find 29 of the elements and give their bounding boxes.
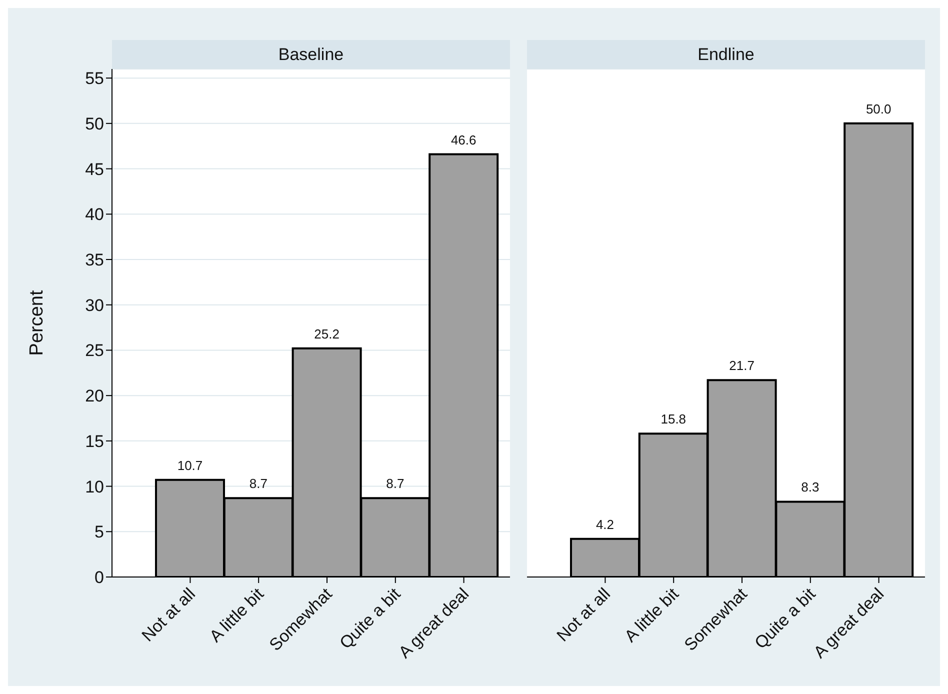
y-tick-label: 10 [85,477,104,496]
chart-title: Baseline [112,40,510,69]
y-tick-label: 40 [85,205,104,224]
y-tick-label: 5 [94,522,104,542]
x-tick-label: A little bit [620,584,683,646]
x-tick-label: Not at all [553,584,614,646]
x-tick-label: A little bit [206,584,268,646]
data-label: 4.2 [596,516,614,532]
data-label: 8.7 [386,476,404,492]
y-tick-label: 45 [85,160,104,179]
chart-title: Endline [527,40,925,69]
data-label: 10.7 [177,458,203,473]
x-tick-label: Not at all [138,584,200,646]
data-label: 8.7 [249,476,268,492]
y-axis-title: Percent [26,290,48,356]
y-tick-label: 35 [85,250,104,270]
y-tick-label: 55 [85,69,104,88]
y-tick-label: 30 [85,296,104,315]
y-tick-label: 20 [85,386,104,406]
data-label: 21.7 [729,358,754,374]
y-tick-label: 25 [85,341,104,360]
data-label: 46.6 [450,132,476,148]
data-label: 25.2 [314,326,340,342]
y-tick-label: 15 [85,432,104,451]
data-label: 8.3 [801,480,820,495]
y-tick-label: 50 [85,114,104,134]
data-label: 50.0 [866,101,892,116]
y-tick-label: 0 [94,568,104,588]
data-label: 15.8 [660,412,686,427]
